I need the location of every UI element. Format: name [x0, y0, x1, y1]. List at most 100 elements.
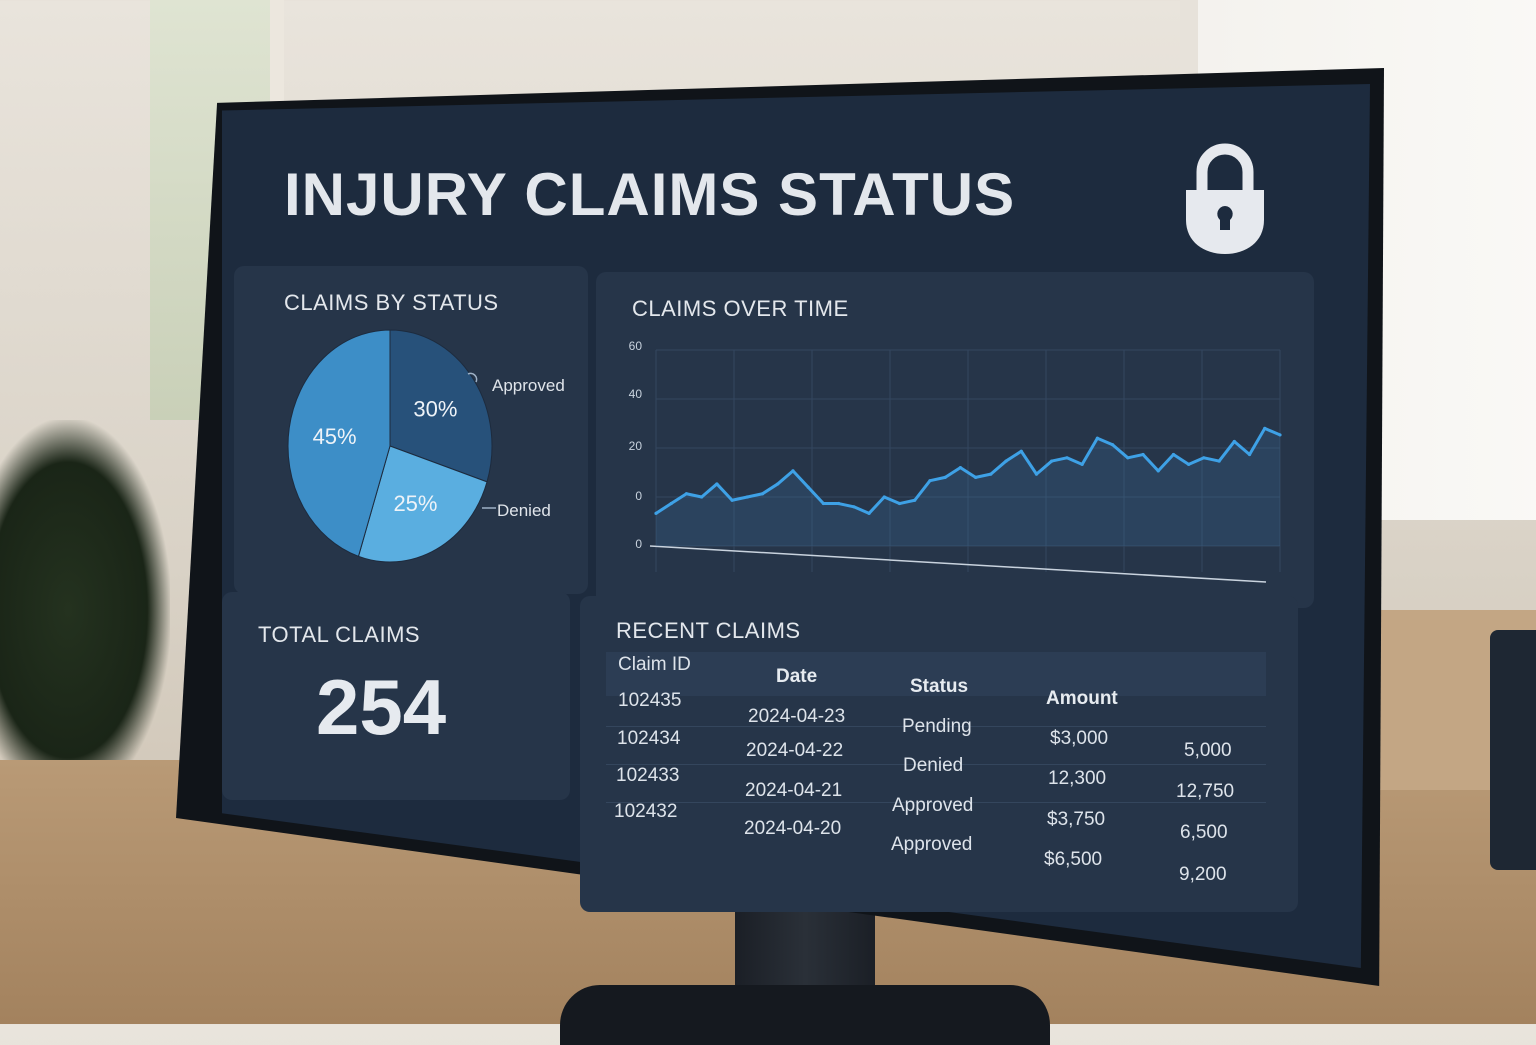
status-pie-chart: 30% 25% 45%: [287, 329, 493, 563]
data-point: [1110, 443, 1115, 447]
row-divider: [606, 726, 1266, 727]
data-point: [989, 472, 993, 476]
data-point: [1278, 433, 1282, 437]
data-point: [943, 475, 947, 479]
column-date: Date: [776, 666, 818, 687]
pie-slice-label: 30%: [413, 396, 457, 421]
data-point: [745, 495, 749, 499]
cell-extra-value: 9,200: [1179, 864, 1227, 885]
lock-icon: [1186, 143, 1264, 254]
cell-claim-id: 102434: [617, 728, 681, 749]
total-claims-value: 254: [316, 663, 447, 751]
data-point: [1156, 469, 1160, 473]
data-point: [928, 479, 932, 483]
data-point: [1232, 439, 1236, 444]
claims-over-time-title: CLAIMS OVER TIME: [632, 296, 849, 321]
data-point: [669, 501, 673, 506]
pie-legend-leaders: [467, 372, 496, 509]
pie-slice-0: [389, 329, 493, 483]
data-point: [821, 501, 826, 506]
y-tick-label: 40: [629, 387, 643, 401]
claims-line-chart: 60 40 20 0 0: [629, 339, 1282, 583]
y-tick-label: 60: [629, 339, 643, 353]
cell-claim-id: 102432: [614, 801, 678, 822]
total-claims-panel: [222, 592, 570, 800]
total-claims-title: TOTAL CLAIMS: [258, 622, 421, 647]
data-point: [684, 492, 689, 496]
cell-status: Denied: [903, 755, 964, 776]
data-point: [1202, 456, 1206, 460]
cell-amount: $6,500: [1044, 849, 1103, 870]
data-point: [1217, 459, 1221, 463]
cell-date: 2024-04-22: [746, 740, 844, 761]
data-point: [776, 482, 780, 486]
data-point: [913, 498, 917, 502]
data-point: [1187, 462, 1191, 466]
data-point: [654, 511, 658, 515]
legend-denied: Denied: [497, 501, 551, 520]
data-point: [958, 466, 962, 470]
claims-by-status-title: CLAIMS BY STATUS: [284, 290, 499, 315]
cell-amount: $3,750: [1047, 809, 1106, 830]
row-divider: [606, 764, 1266, 765]
data-point: [837, 501, 841, 506]
recent-claims-panel: [580, 596, 1298, 912]
claims-over-time-panel: [596, 272, 1314, 608]
cell-date: 2024-04-20: [744, 818, 842, 839]
table-header-band: [606, 652, 1266, 696]
background-chair: [1490, 630, 1536, 870]
y-tick-label: 0: [635, 537, 642, 551]
background-plant: [0, 420, 170, 800]
recent-claims-title: RECENT CLAIMS: [616, 618, 801, 643]
legend-approved: Approved: [492, 376, 565, 395]
data-point: [715, 482, 719, 486]
data-point: [1247, 452, 1252, 457]
cell-date: 2024-04-23: [748, 706, 846, 727]
y-tick-label: 0: [635, 489, 642, 503]
data-point: [730, 498, 734, 502]
data-point: [1050, 459, 1054, 463]
data-point: [897, 501, 902, 506]
data-point: [1095, 436, 1099, 440]
data-point: [791, 469, 795, 473]
column-claim-id: Claim ID: [618, 654, 691, 675]
pie-slice-label: 45%: [313, 424, 357, 449]
x-axis-line: [649, 545, 1267, 583]
pie-slice-2: [287, 329, 391, 557]
cell-date: 2024-04-21: [745, 780, 843, 801]
data-point: [760, 492, 765, 496]
data-point: [1263, 426, 1267, 430]
data-point: [852, 505, 856, 509]
y-tick-label: 20: [629, 439, 643, 453]
monitor-stand-base: [560, 985, 1050, 1045]
data-point: [867, 511, 871, 515]
cell-status: Approved: [891, 834, 973, 855]
cell-claim-id: 102435: [618, 690, 682, 711]
area-fill: [656, 428, 1280, 546]
cell-extra-value: 5,000: [1184, 740, 1232, 761]
cell-status: Approved: [892, 795, 974, 816]
data-point: [1004, 459, 1008, 463]
row-divider: [606, 802, 1266, 803]
column-status: Status: [910, 676, 969, 697]
pie-slice-1: [357, 445, 488, 563]
cell-status: Pending: [902, 716, 972, 737]
page-title: INJURY CLAIMS STATUS: [284, 161, 1016, 228]
data-point: [806, 485, 810, 489]
data-point: [1171, 452, 1176, 457]
cell-amount: 12,300: [1048, 768, 1107, 789]
data-point: [882, 495, 886, 499]
data-point: [1065, 456, 1069, 460]
data-point: [974, 475, 978, 479]
cell-extra-value: 12,750: [1176, 781, 1235, 802]
cell-amount: $3,000: [1050, 728, 1109, 749]
cell-extra-value: 6,500: [1180, 822, 1228, 843]
data-point: [1126, 456, 1130, 460]
pie-slice-label: 25%: [393, 491, 437, 516]
column-amount: Amount: [1046, 688, 1118, 709]
data-point: [1080, 462, 1084, 466]
cell-claim-id: 102433: [616, 765, 680, 786]
series-line: [655, 426, 1281, 515]
data-point: [700, 495, 704, 499]
data-point: [1141, 452, 1145, 457]
